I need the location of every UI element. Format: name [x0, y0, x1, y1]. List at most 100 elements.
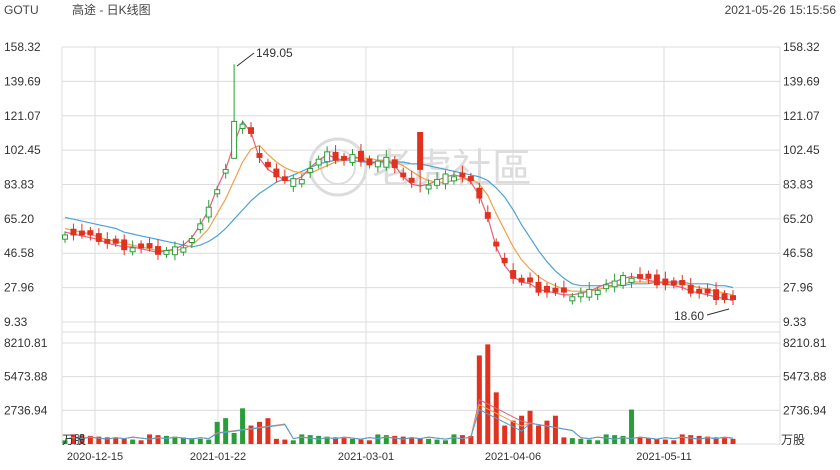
volume-bar: [485, 344, 491, 444]
low-price-label: 18.60: [674, 309, 704, 323]
volume-bar: [451, 434, 457, 444]
price-tick-left: 9.33: [4, 315, 28, 329]
volume-ma20-line: [64, 408, 734, 440]
volume-bar: [510, 420, 516, 444]
candle-body: [434, 179, 441, 186]
volume-bar: [282, 439, 288, 444]
price-tick-right: 139.69: [783, 74, 820, 88]
candle-body: [730, 295, 736, 301]
volume-bar: [730, 438, 736, 444]
volume-bar: [375, 434, 381, 444]
candle-body: [290, 178, 297, 187]
candle-body: [180, 247, 187, 253]
volume-bar: [256, 421, 262, 444]
candle-body: [112, 238, 119, 244]
volume-bar: [265, 418, 271, 444]
volume-bar: [324, 436, 330, 444]
volume-tick-right: 2736.94: [783, 403, 827, 417]
volume-bar: [70, 434, 76, 444]
date-tick-label: 2020-12-15: [67, 451, 123, 463]
candle-body: [70, 228, 77, 236]
volume-unit-left: 万股: [62, 433, 86, 447]
candle-body: [679, 280, 686, 286]
candle-body: [586, 288, 593, 298]
chart-title: 高途 - 日K线图: [72, 2, 151, 17]
price-tick-left: 46.58: [4, 246, 34, 260]
volume-bar: [87, 435, 93, 444]
candle-body: [391, 159, 398, 169]
volume-bar: [662, 439, 668, 444]
volume-bar: [629, 409, 635, 444]
date-tick-label: 2021-05-11: [636, 451, 691, 463]
candle-body: [78, 230, 85, 236]
candle-body: [400, 172, 407, 178]
volume-bar: [561, 437, 567, 444]
candle-body: [713, 289, 720, 301]
volume-bar: [443, 440, 449, 444]
candle-body: [349, 154, 356, 163]
high-price-label: 149.05: [256, 46, 293, 60]
candle-body: [535, 281, 542, 293]
candle-body: [155, 246, 162, 255]
volume-tick-left: 8210.81: [4, 336, 48, 350]
candle-body: [281, 176, 288, 181]
candle-body: [264, 161, 271, 168]
candle-body: [696, 288, 703, 294]
candle-body: [645, 273, 652, 279]
candle-body: [214, 189, 221, 195]
volume-bar: [603, 434, 609, 444]
candle-body: [417, 131, 424, 170]
candle-body: [670, 280, 677, 286]
candle-body: [332, 151, 339, 161]
price-tick-right: 102.45: [783, 143, 820, 157]
candle-body: [298, 179, 305, 185]
volume-tick-left: 2736.94: [4, 403, 48, 417]
volume-bar: [417, 438, 423, 444]
volume-bar: [552, 415, 558, 444]
grid-layer: [61, 46, 781, 445]
volume-tick-right: 8210.81: [783, 336, 827, 350]
candle-body: [205, 206, 212, 218]
candle-body: [129, 247, 136, 253]
volume-bar: [316, 435, 322, 444]
high-annotation: 149.05: [236, 46, 293, 67]
candle-body: [121, 239, 128, 251]
volume-bar: [620, 435, 626, 444]
volume-bar: [383, 435, 389, 444]
volume-bar: [248, 425, 254, 444]
volume-bar: [502, 425, 508, 444]
candle-body: [552, 287, 559, 293]
candle-body: [450, 176, 457, 182]
candle-body: [315, 158, 322, 166]
volume-bar: [434, 439, 440, 444]
price-tick-left: 83.83: [4, 177, 34, 191]
candle-body: [628, 277, 635, 283]
candle-body: [620, 275, 627, 286]
candle-body: [442, 173, 449, 185]
volume-bar: [180, 437, 186, 444]
candle-body: [222, 168, 229, 174]
candle-body: [527, 277, 534, 283]
candle-body: [467, 175, 474, 181]
volume-bar: [578, 438, 584, 444]
volume-bar: [290, 440, 296, 444]
volume-bar: [536, 425, 542, 444]
candle-body: [653, 274, 660, 286]
price-tick-right: 158.32: [783, 40, 820, 54]
candle-body: [577, 292, 584, 298]
candle-body: [459, 172, 466, 178]
watermark: 老虎社區: [308, 137, 532, 197]
volume-bar: [713, 437, 719, 444]
candle-body: [594, 289, 601, 296]
price-tick-left: 27.96: [4, 281, 34, 295]
volume-bar: [341, 438, 347, 444]
volume-bar: [130, 439, 136, 444]
candle-body: [493, 241, 500, 247]
volume-bar: [645, 438, 651, 444]
candle-body: [188, 238, 195, 244]
candle-body: [560, 287, 567, 293]
candle-body: [256, 153, 263, 158]
candle-body: [138, 243, 145, 249]
price-tick-right: 121.07: [783, 109, 820, 123]
candle-body: [239, 123, 246, 129]
